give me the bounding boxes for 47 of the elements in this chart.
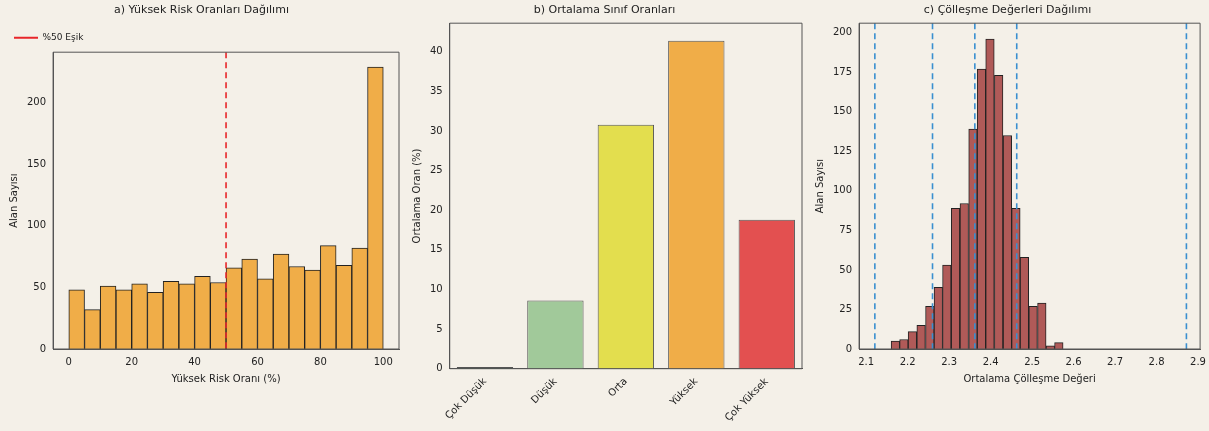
x-tick-label: Orta (605, 375, 630, 399)
x-tick-label: 2.6 (1065, 355, 1082, 367)
x-tick-label: 2.1 (858, 355, 875, 367)
y-tick-label: 100 (832, 184, 853, 196)
x-tick-label: 2.4 (982, 355, 999, 367)
y-tick-label: 40 (429, 45, 443, 57)
y-tick-label: 25 (839, 303, 853, 315)
chart-title: a) Yüksek Risk Oranları Dağılımı (114, 3, 289, 17)
y-tick-label: 100 (26, 219, 47, 231)
y-tick-label: 25 (429, 164, 443, 176)
x-tick-label: 20 (125, 355, 139, 367)
y-tick-label: 30 (429, 124, 443, 136)
y-tick-label: 50 (839, 263, 853, 275)
x-tick-label: 60 (251, 355, 264, 367)
y-tick-label: 35 (429, 84, 443, 96)
y-tick-label: 150 (832, 105, 853, 117)
y-tick-label: 200 (26, 96, 47, 108)
x-tick-label: 80 (314, 355, 327, 367)
y-tick-label: 0 (39, 342, 47, 354)
x-axis-title: Ortalama Çölleşme Değeri (963, 372, 1096, 384)
y-tick-label: 200 (832, 26, 853, 38)
x-tick-label: 40 (188, 355, 201, 367)
x-tick-label: 2.3 (941, 355, 958, 367)
x-tick-label: 0 (65, 355, 72, 367)
x-tick-label: 2.8 (1148, 355, 1165, 367)
chart-title: b) Ortalama Sınıf Oranları (533, 3, 676, 17)
y-tick-label: 175 (832, 65, 853, 77)
y-tick-label: 0 (845, 342, 853, 354)
x-tick-label: 2.9 (1190, 355, 1206, 367)
y-tick-label: 10 (429, 283, 443, 295)
y-tick-label: 15 (429, 243, 443, 255)
x-tick-label: 2.2 (899, 355, 916, 367)
x-tick-label: 2.5 (1024, 355, 1041, 367)
y-axis-title: Alan Sayısı (7, 173, 19, 228)
x-tick-label: 2.7 (1107, 355, 1124, 367)
y-axis-title: Ortalama Oran (%) (410, 148, 422, 244)
y-tick-label: 125 (832, 144, 853, 156)
legend-label: %50 Eşik (42, 32, 85, 43)
y-tick-label: 150 (26, 157, 47, 169)
y-axis-title: Alan Sayısı (813, 158, 825, 214)
y-tick-label: 20 (429, 203, 443, 215)
x-axis-title: Yüksek Risk Oranı (%) (170, 372, 281, 384)
chart-title: c) Çölleşme Değerleri Dağılımı (923, 3, 1092, 17)
y-tick-label: 75 (839, 223, 853, 235)
y-tick-label: 50 (33, 281, 47, 293)
y-tick-label: 5 (436, 322, 443, 334)
x-tick-label: 100 (373, 355, 393, 367)
